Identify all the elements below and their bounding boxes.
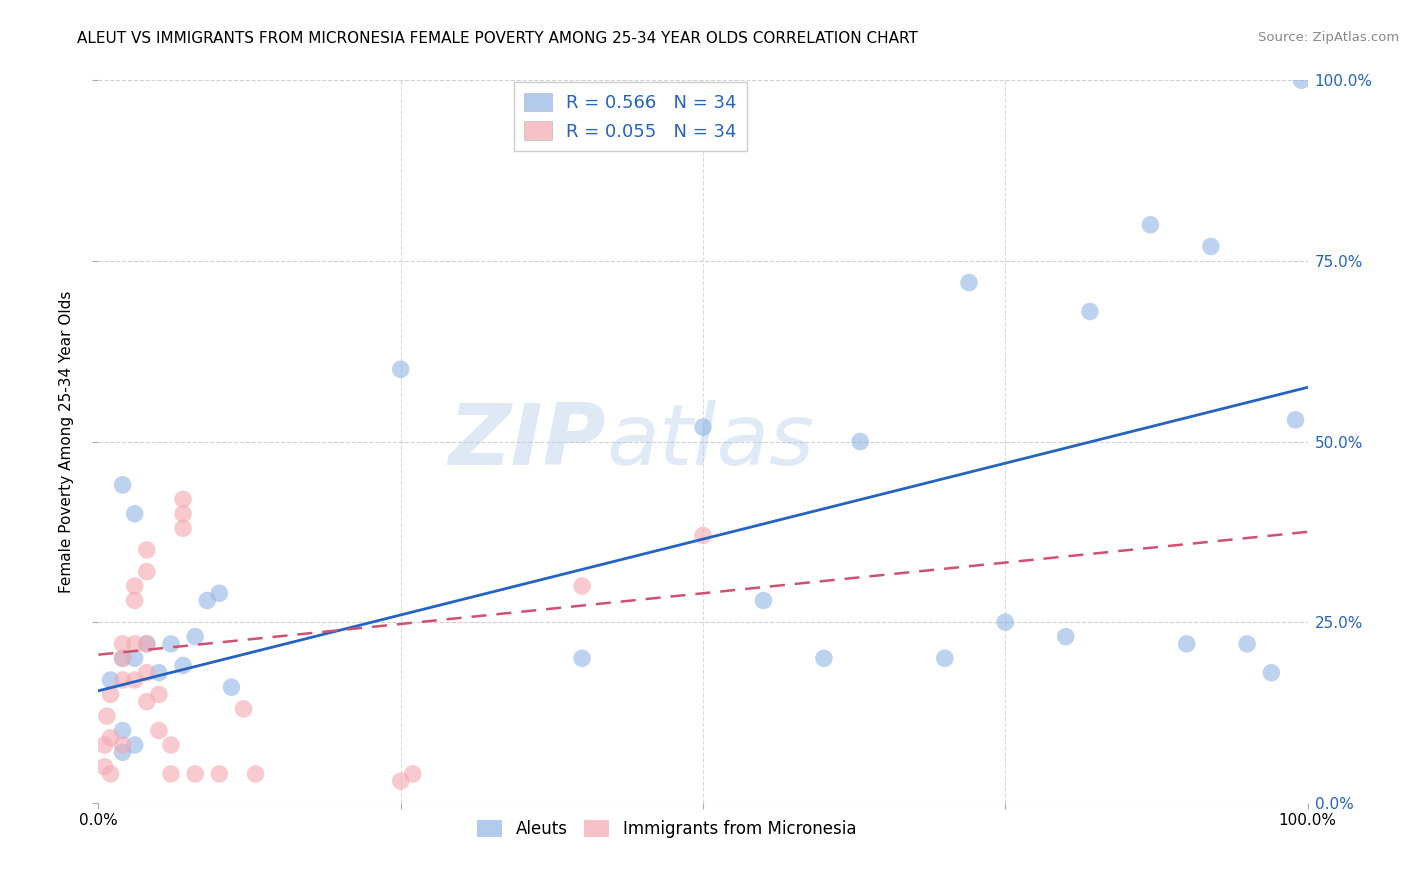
Point <box>221 680 243 694</box>
Point <box>994 615 1017 630</box>
Point <box>692 528 714 542</box>
Point <box>208 767 231 781</box>
Point <box>1139 218 1161 232</box>
Point <box>124 507 146 521</box>
Point <box>1260 665 1282 680</box>
Point <box>172 507 194 521</box>
Point <box>135 665 157 680</box>
Point <box>389 362 412 376</box>
Y-axis label: Female Poverty Among 25-34 Year Olds: Female Poverty Among 25-34 Year Olds <box>59 291 75 592</box>
Point <box>184 630 207 644</box>
Point <box>111 651 134 665</box>
Point <box>172 492 194 507</box>
Point <box>135 637 157 651</box>
Point <box>148 723 170 738</box>
Point <box>93 738 115 752</box>
Point <box>1054 630 1077 644</box>
Text: ZIP: ZIP <box>449 400 606 483</box>
Point <box>245 767 267 781</box>
Point <box>124 579 146 593</box>
Point <box>849 434 872 449</box>
Point <box>111 478 134 492</box>
Point <box>208 586 231 600</box>
Point <box>111 651 134 665</box>
Point <box>124 637 146 651</box>
Point <box>135 542 157 557</box>
Point <box>135 565 157 579</box>
Point <box>934 651 956 665</box>
Point <box>111 738 134 752</box>
Point <box>111 723 134 738</box>
Point <box>100 731 122 745</box>
Point <box>135 637 157 651</box>
Point <box>135 695 157 709</box>
Point <box>1284 413 1306 427</box>
Point <box>96 709 118 723</box>
Point <box>111 745 134 759</box>
Text: Source: ZipAtlas.com: Source: ZipAtlas.com <box>1258 31 1399 45</box>
Text: ALEUT VS IMMIGRANTS FROM MICRONESIA FEMALE POVERTY AMONG 25-34 YEAR OLDS CORRELA: ALEUT VS IMMIGRANTS FROM MICRONESIA FEMA… <box>77 31 918 46</box>
Point <box>1175 637 1198 651</box>
Point <box>752 593 775 607</box>
Point <box>571 579 593 593</box>
Point <box>160 738 183 752</box>
Point <box>124 651 146 665</box>
Point <box>1199 239 1222 253</box>
Point <box>124 593 146 607</box>
Point <box>100 673 122 687</box>
Point <box>172 521 194 535</box>
Point <box>402 767 425 781</box>
Point <box>195 593 218 607</box>
Point <box>1078 304 1101 318</box>
Point <box>100 767 122 781</box>
Point <box>389 774 412 789</box>
Point <box>571 651 593 665</box>
Point <box>148 687 170 701</box>
Point <box>1236 637 1258 651</box>
Point <box>1291 73 1313 87</box>
Point <box>148 665 170 680</box>
Point <box>93 760 115 774</box>
Text: atlas: atlas <box>606 400 814 483</box>
Point <box>124 738 146 752</box>
Point <box>111 673 134 687</box>
Point <box>957 276 980 290</box>
Point <box>172 658 194 673</box>
Point <box>232 702 254 716</box>
Point <box>813 651 835 665</box>
Point <box>124 673 146 687</box>
Point <box>184 767 207 781</box>
Point <box>692 420 714 434</box>
Legend: Aleuts, Immigrants from Micronesia: Aleuts, Immigrants from Micronesia <box>471 814 863 845</box>
Point <box>100 687 122 701</box>
Point <box>111 637 134 651</box>
Point <box>160 637 183 651</box>
Point <box>160 767 183 781</box>
